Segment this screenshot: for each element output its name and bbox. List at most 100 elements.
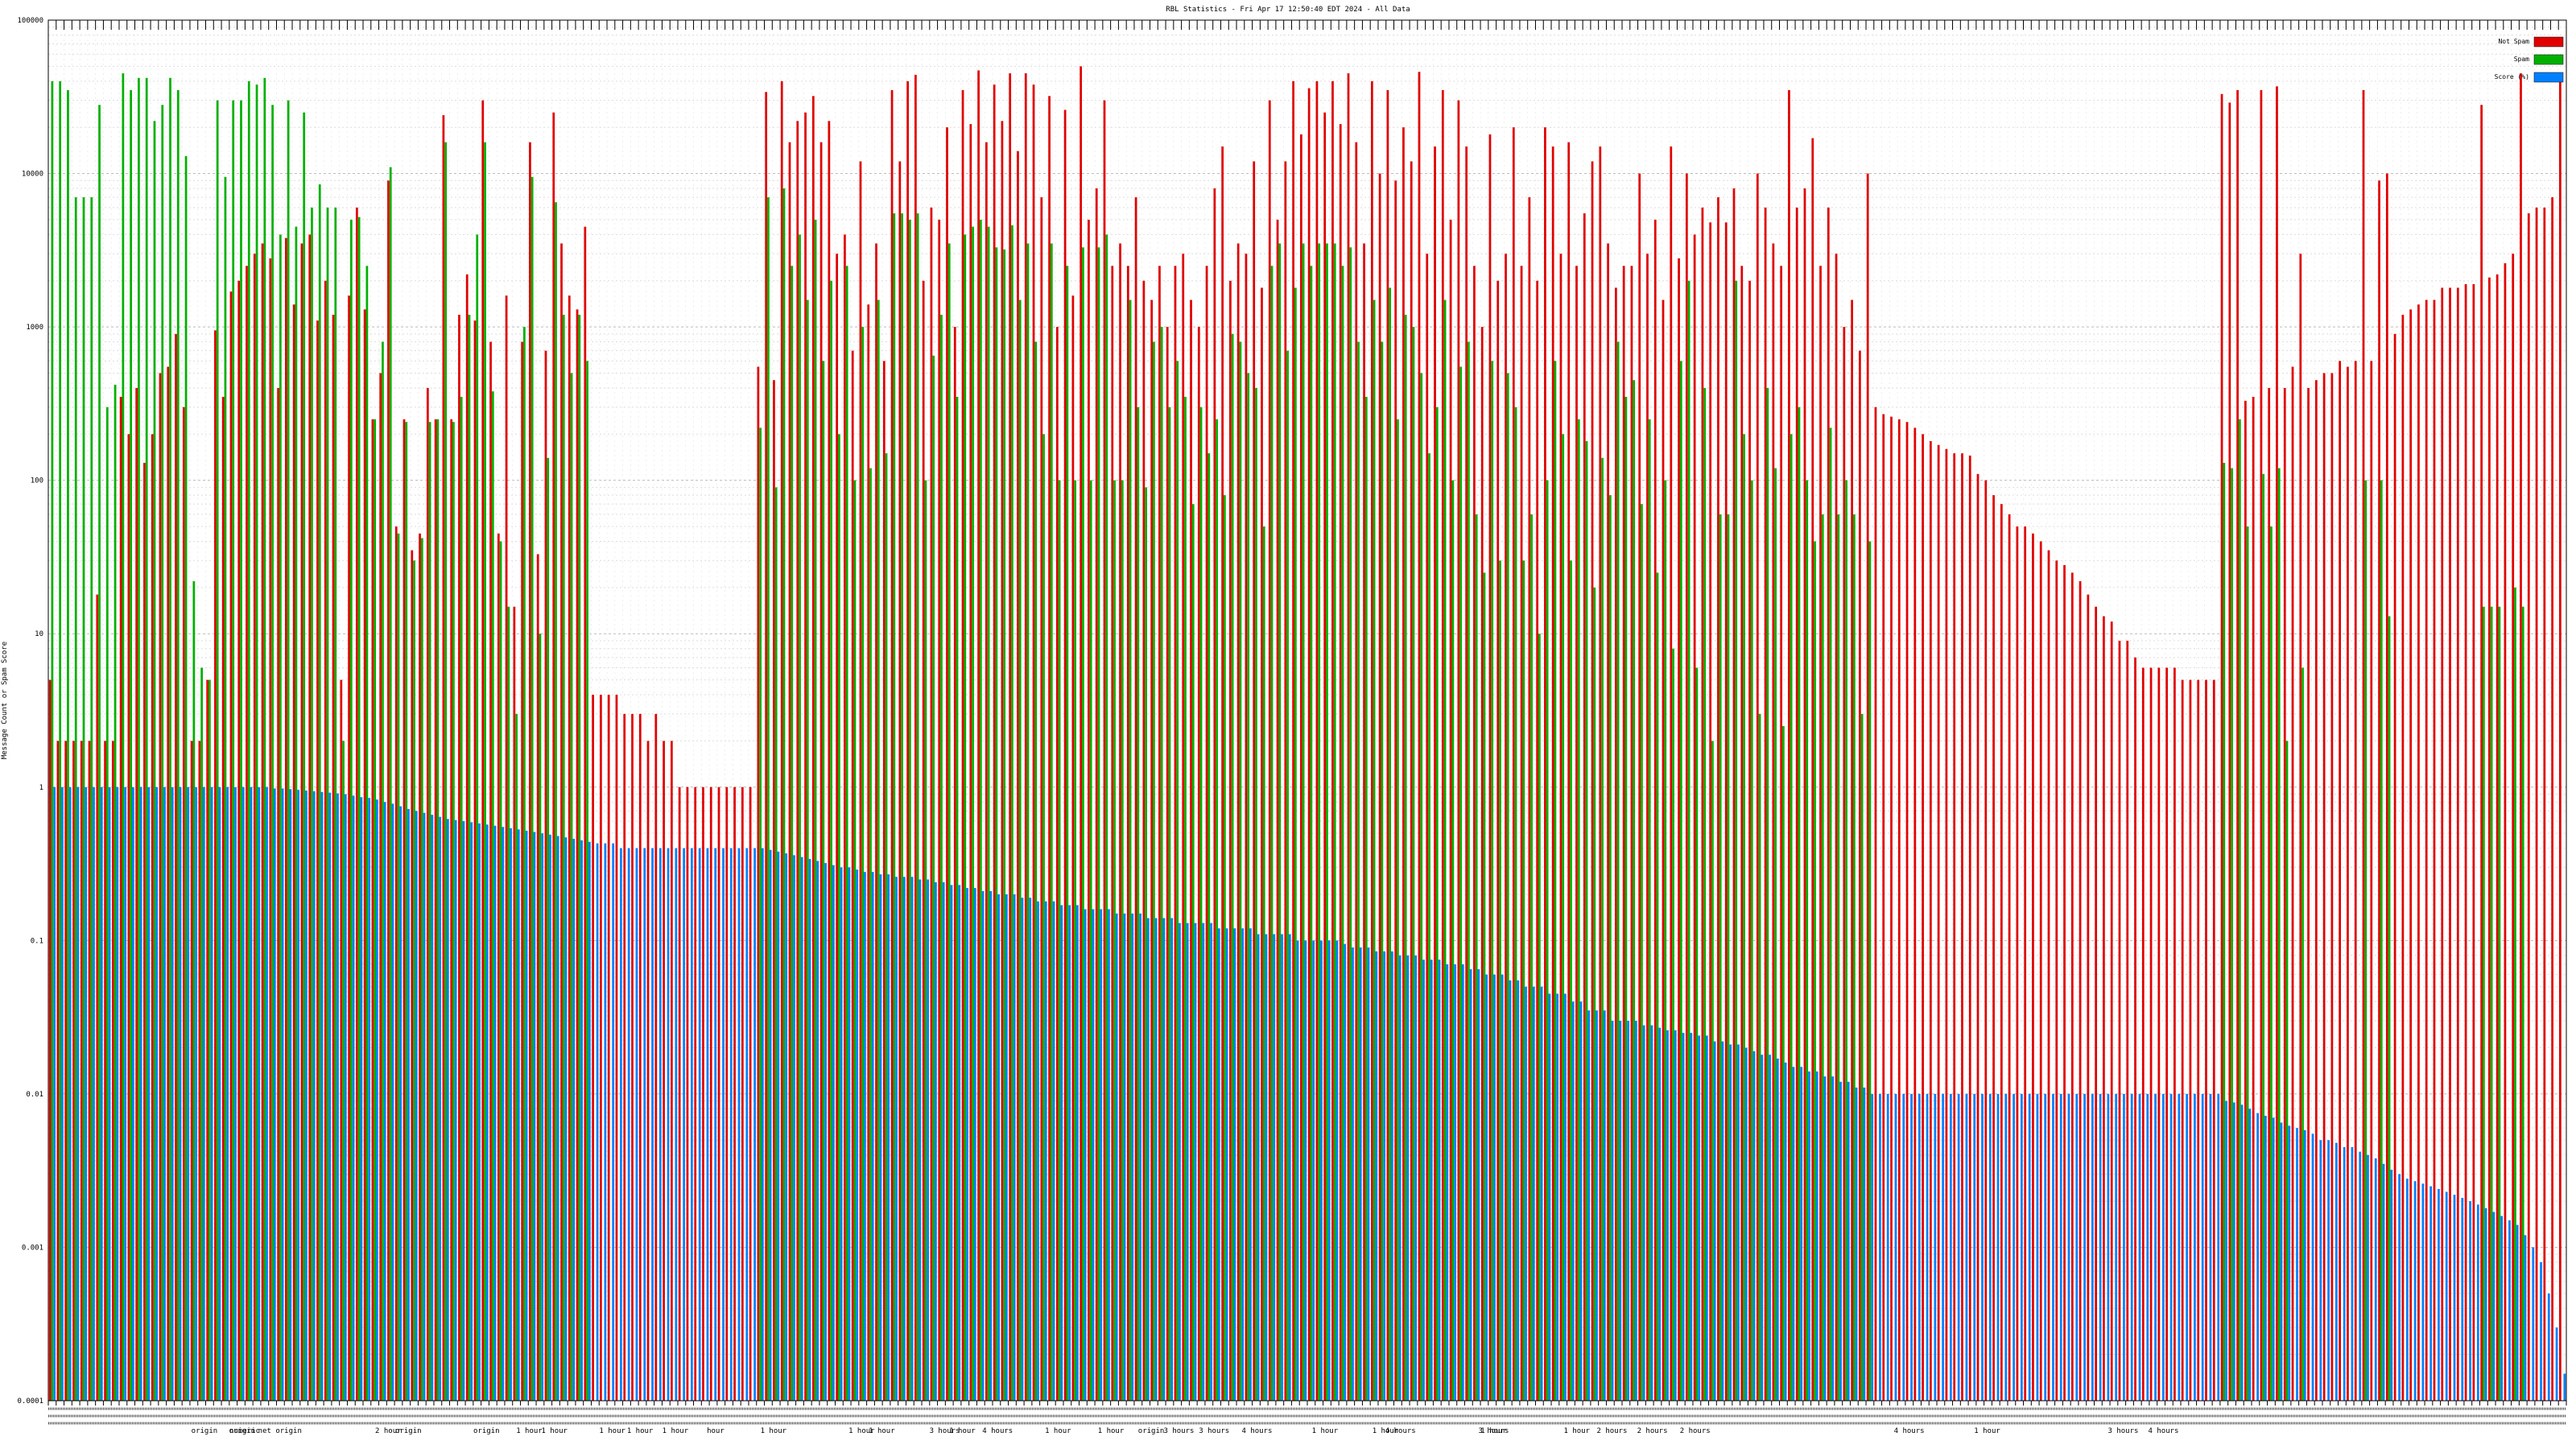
bar-not-spam xyxy=(631,713,634,1401)
bar-score xyxy=(2044,1093,2047,1401)
bar-spam xyxy=(1608,495,1612,1401)
bar-score xyxy=(1871,1093,1874,1401)
bar-score xyxy=(1344,943,1347,1401)
bar-score xyxy=(793,855,795,1401)
bar-score xyxy=(1619,1020,1622,1401)
bar-score xyxy=(2500,1216,2504,1401)
bar-spam xyxy=(1105,234,1108,1401)
bar-score xyxy=(808,859,811,1401)
bar-score xyxy=(667,848,670,1401)
bar-not-spam xyxy=(741,786,744,1401)
bar-score xyxy=(1383,951,1385,1401)
bar-spam xyxy=(1821,514,1824,1401)
bar-not-spam xyxy=(2527,213,2530,1401)
bar-not-spam xyxy=(882,361,886,1401)
bar-score xyxy=(1815,1071,1818,1401)
bar-score xyxy=(1469,968,1472,1401)
bar-not-spam xyxy=(2551,197,2553,1401)
bar-score xyxy=(1611,1020,1614,1401)
bar-not-spam xyxy=(1386,89,1389,1401)
legend-label: Spam xyxy=(2514,56,2529,63)
bar-spam xyxy=(1593,587,1596,1401)
bar-spam xyxy=(2285,741,2289,1401)
bar-not-spam xyxy=(788,142,791,1401)
bar-score xyxy=(919,879,922,1401)
bar-spam xyxy=(1145,487,1147,1401)
bar-not-spam xyxy=(1229,280,1232,1401)
bar-score xyxy=(383,802,386,1401)
bar-spam xyxy=(436,419,440,1402)
bar-score xyxy=(1493,974,1496,1401)
bar-not-spam xyxy=(2504,263,2507,1401)
bar-not-spam xyxy=(851,350,854,1401)
bar-spam xyxy=(1711,741,1714,1401)
bar-not-spam xyxy=(2181,679,2184,1401)
bar-score xyxy=(762,848,764,1401)
bar-spam xyxy=(1798,407,1801,1402)
bar-spam xyxy=(1341,266,1344,1401)
bar-score xyxy=(2398,1174,2401,1401)
bar-not-spam xyxy=(521,341,524,1401)
bar-score xyxy=(2091,1093,2094,1401)
bar-spam xyxy=(122,73,125,1402)
bar-score xyxy=(2217,1093,2220,1401)
bar-score xyxy=(1288,934,1291,1401)
y-tick-label: 0.01 xyxy=(26,1091,43,1099)
bar-not-spam xyxy=(2244,400,2247,1401)
bar-score xyxy=(2028,1093,2031,1401)
x-group-label: 1 hour xyxy=(949,1427,976,1435)
bar-score xyxy=(202,786,205,1401)
bar-score xyxy=(2296,1128,2298,1401)
bar-not-spam xyxy=(2299,254,2302,1401)
bar-score xyxy=(1265,934,1268,1401)
bar-score xyxy=(1855,1088,1858,1401)
bar-score xyxy=(596,843,599,1401)
bar-spam xyxy=(1806,480,1809,1401)
bar-score xyxy=(2146,1093,2149,1401)
bar-spam xyxy=(1097,247,1100,1401)
bar-spam xyxy=(1679,361,1682,1401)
bar-not-spam xyxy=(1473,266,1476,1401)
bar-score xyxy=(541,833,544,1401)
bar-score xyxy=(580,840,583,1401)
bar-score xyxy=(1123,913,1126,1401)
bar-score xyxy=(966,888,968,1401)
bar-not-spam xyxy=(2307,387,2310,1401)
bar-spam xyxy=(947,243,951,1401)
x-group-label: origin xyxy=(192,1427,218,1435)
bar-not-spam xyxy=(261,243,264,1401)
bar-score xyxy=(1902,1093,1905,1401)
bar-score xyxy=(85,786,88,1401)
bar-spam xyxy=(105,407,109,1402)
bar-score xyxy=(1996,1093,2000,1401)
bar-not-spam xyxy=(844,234,846,1401)
bar-not-spam xyxy=(332,315,335,1401)
bar-score xyxy=(1139,913,1141,1401)
bar-score xyxy=(431,815,434,1401)
bar-not-spam xyxy=(1945,448,1948,1401)
bar-not-spam xyxy=(1520,266,1523,1401)
legend-swatch xyxy=(2533,72,2564,83)
bar-not-spam xyxy=(1913,427,1917,1401)
bar-spam xyxy=(1239,341,1242,1401)
bar-not-spam xyxy=(143,462,146,1401)
bar-not-spam xyxy=(607,695,610,1401)
bar-score xyxy=(1571,1001,1575,1401)
bar-score xyxy=(2083,1093,2086,1401)
bar-spam xyxy=(853,480,857,1401)
bar-spam xyxy=(397,533,400,1401)
bar-score xyxy=(2169,1093,2173,1401)
bar-score xyxy=(958,885,961,1401)
bar-spam xyxy=(782,188,786,1401)
bar-not-spam xyxy=(2126,640,2129,1401)
bar-not-spam xyxy=(1339,124,1342,1401)
x-group-label: 2 hours xyxy=(1597,1427,1628,1435)
bar-spam xyxy=(547,457,550,1401)
bar-spam xyxy=(2301,667,2304,1401)
bar-score xyxy=(2359,1151,2362,1401)
bar-score xyxy=(879,874,882,1401)
bar-score xyxy=(2319,1140,2322,1401)
bar-spam xyxy=(1633,380,1636,1402)
bar-not-spam xyxy=(1512,127,1515,1401)
bar-score xyxy=(1603,1010,1606,1401)
